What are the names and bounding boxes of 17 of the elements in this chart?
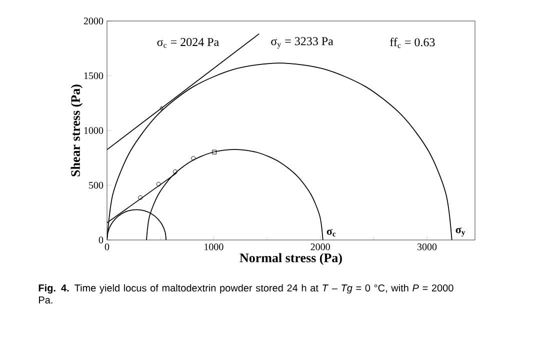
y-axis-title: Shear stress (Pa) bbox=[70, 84, 83, 176]
x-tick-label: 2000 bbox=[310, 244, 330, 250]
annotation: σ$_{c}$ = 2024 Pa bbox=[157, 38, 219, 48]
annotation: ff$_{c}$ = 0.63 bbox=[390, 38, 435, 48]
annotation: σ$_{y}$ bbox=[456, 227, 466, 236]
x-axis-title: Normal stress (Pa) bbox=[240, 253, 342, 265]
y-tick-label: 2000 bbox=[84, 18, 104, 24]
x-tick-label: 1000 bbox=[204, 244, 224, 250]
annotation: σ$_{y}$ = 3233 Pa bbox=[271, 37, 334, 49]
y-tick-label: 1000 bbox=[84, 127, 104, 134]
text: Fig. 4. Time yield locus of maltodextrin powder stored 24 h at T – Tg = 0 °C, with P = 2000 Pa. bbox=[38, 284, 454, 304]
x-tick-label: 0 bbox=[104, 244, 110, 250]
x-tick-label: 3000 bbox=[417, 244, 437, 250]
y-tick-label: 0 bbox=[98, 236, 104, 244]
y-tick-label: 500 bbox=[89, 182, 104, 189]
annotation: σ$_{c}$ bbox=[326, 229, 336, 236]
y-tick-label: 1500 bbox=[84, 72, 104, 80]
